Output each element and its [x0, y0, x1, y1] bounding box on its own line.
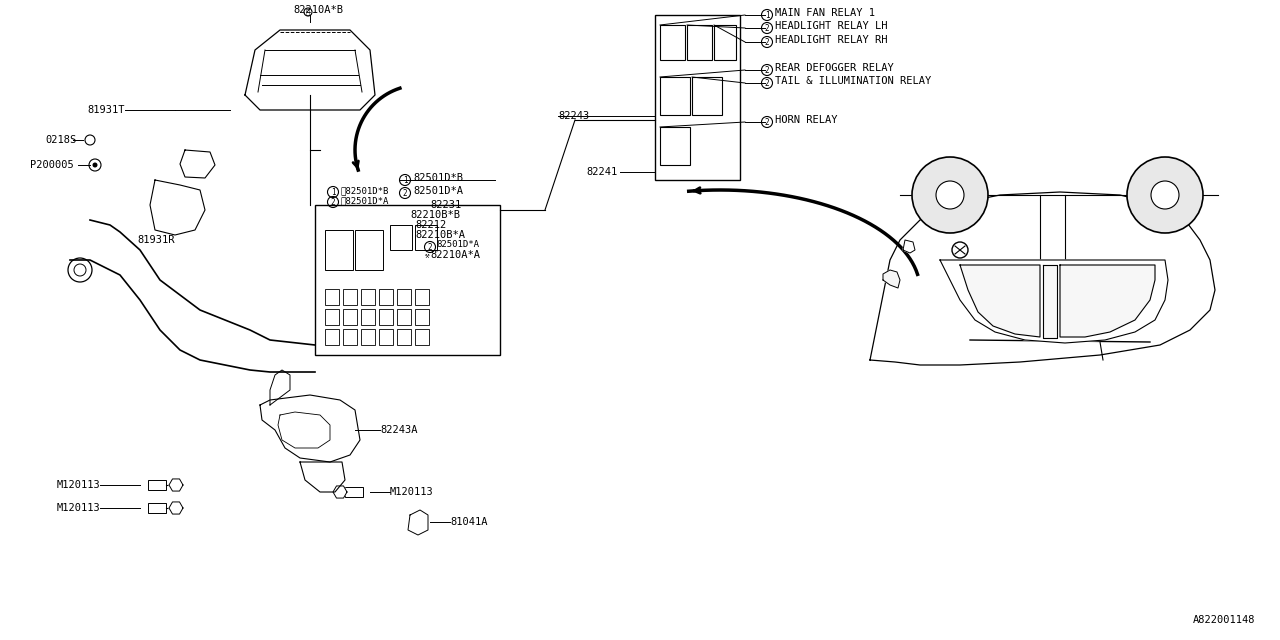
Bar: [660, 25, 685, 60]
Text: 81041A: 81041A: [451, 517, 488, 527]
Text: 82210B*B: 82210B*B: [410, 210, 460, 220]
Polygon shape: [169, 479, 183, 491]
Bar: [343, 329, 357, 345]
Bar: [325, 329, 339, 345]
Circle shape: [1151, 181, 1179, 209]
Text: M120113: M120113: [56, 480, 100, 490]
Text: 2: 2: [330, 198, 335, 207]
Bar: [415, 329, 429, 345]
Text: 82231: 82231: [430, 200, 461, 210]
Polygon shape: [960, 265, 1039, 337]
Text: 82501D*A: 82501D*A: [436, 240, 479, 249]
Text: M120113: M120113: [390, 487, 434, 497]
Text: 2: 2: [764, 24, 769, 33]
Bar: [415, 225, 436, 250]
Text: 2: 2: [403, 189, 407, 198]
Text: 82210A*A: 82210A*A: [430, 250, 480, 260]
Polygon shape: [244, 30, 375, 110]
Text: ᠨ82501D*B: ᠨ82501D*B: [340, 186, 388, 195]
Text: ⚒: ⚒: [425, 251, 430, 260]
Bar: [714, 25, 736, 60]
Polygon shape: [1043, 265, 1057, 338]
Bar: [397, 309, 411, 325]
Bar: [346, 487, 364, 497]
Bar: [315, 205, 500, 355]
Text: TAIL & ILLUMINATION RELAY: TAIL & ILLUMINATION RELAY: [774, 76, 932, 86]
Bar: [692, 77, 722, 115]
Polygon shape: [902, 240, 915, 253]
Polygon shape: [180, 150, 215, 178]
Bar: [325, 309, 339, 325]
Bar: [687, 25, 712, 60]
Polygon shape: [150, 180, 205, 235]
Polygon shape: [883, 270, 900, 288]
Text: 🔩: 🔩: [306, 9, 310, 15]
Polygon shape: [870, 192, 1215, 365]
Bar: [343, 289, 357, 305]
Bar: [379, 289, 393, 305]
Text: REAR DEFOGGER RELAY: REAR DEFOGGER RELAY: [774, 63, 893, 73]
Bar: [148, 503, 166, 513]
Circle shape: [911, 157, 988, 233]
Polygon shape: [260, 395, 360, 462]
Bar: [390, 225, 412, 250]
Bar: [397, 289, 411, 305]
Bar: [415, 309, 429, 325]
Text: 2: 2: [764, 65, 769, 74]
Text: A822001148: A822001148: [1193, 615, 1254, 625]
Bar: [655, 15, 740, 180]
Bar: [660, 77, 690, 115]
Text: P200005: P200005: [29, 160, 74, 170]
Text: M120113: M120113: [56, 503, 100, 513]
Polygon shape: [408, 510, 428, 535]
Bar: [325, 289, 339, 305]
Text: HEADLIGHT RELAY RH: HEADLIGHT RELAY RH: [774, 35, 887, 45]
Text: 2: 2: [764, 79, 769, 88]
Circle shape: [1126, 157, 1203, 233]
Bar: [660, 127, 690, 165]
Text: 82243A: 82243A: [380, 425, 417, 435]
Text: HEADLIGHT RELAY LH: HEADLIGHT RELAY LH: [774, 21, 887, 31]
Text: 2: 2: [764, 38, 769, 47]
Bar: [415, 289, 429, 305]
Polygon shape: [333, 486, 347, 498]
Text: 82243: 82243: [558, 111, 589, 121]
Polygon shape: [1060, 265, 1155, 337]
Bar: [361, 309, 375, 325]
Bar: [361, 329, 375, 345]
Bar: [325, 230, 353, 270]
Circle shape: [936, 181, 964, 209]
Text: 82501D*B: 82501D*B: [413, 173, 463, 183]
Bar: [343, 309, 357, 325]
Bar: [361, 289, 375, 305]
Text: 2: 2: [428, 243, 433, 252]
Circle shape: [92, 163, 97, 168]
Polygon shape: [940, 260, 1169, 343]
Polygon shape: [169, 502, 183, 514]
Text: 82501D*A: 82501D*A: [413, 186, 463, 196]
Text: 2: 2: [764, 118, 769, 127]
Text: 82241: 82241: [586, 167, 618, 177]
Text: 1: 1: [764, 10, 769, 19]
Text: HORN RELAY: HORN RELAY: [774, 115, 837, 125]
Text: 82210A*B: 82210A*B: [293, 5, 343, 15]
Bar: [379, 329, 393, 345]
Text: 1: 1: [403, 175, 407, 184]
Text: 81931R: 81931R: [137, 235, 175, 245]
Text: 0218S: 0218S: [45, 135, 77, 145]
Text: 82212: 82212: [415, 220, 447, 230]
Text: 81931T: 81931T: [87, 105, 125, 115]
Text: ᠨ82501D*A: ᠨ82501D*A: [340, 196, 388, 205]
Bar: [379, 309, 393, 325]
Bar: [397, 329, 411, 345]
Bar: [355, 230, 383, 270]
Text: 1: 1: [330, 188, 335, 196]
Text: 82210B*A: 82210B*A: [415, 230, 465, 240]
Bar: [148, 480, 166, 490]
Text: MAIN FAN RELAY 1: MAIN FAN RELAY 1: [774, 8, 876, 18]
